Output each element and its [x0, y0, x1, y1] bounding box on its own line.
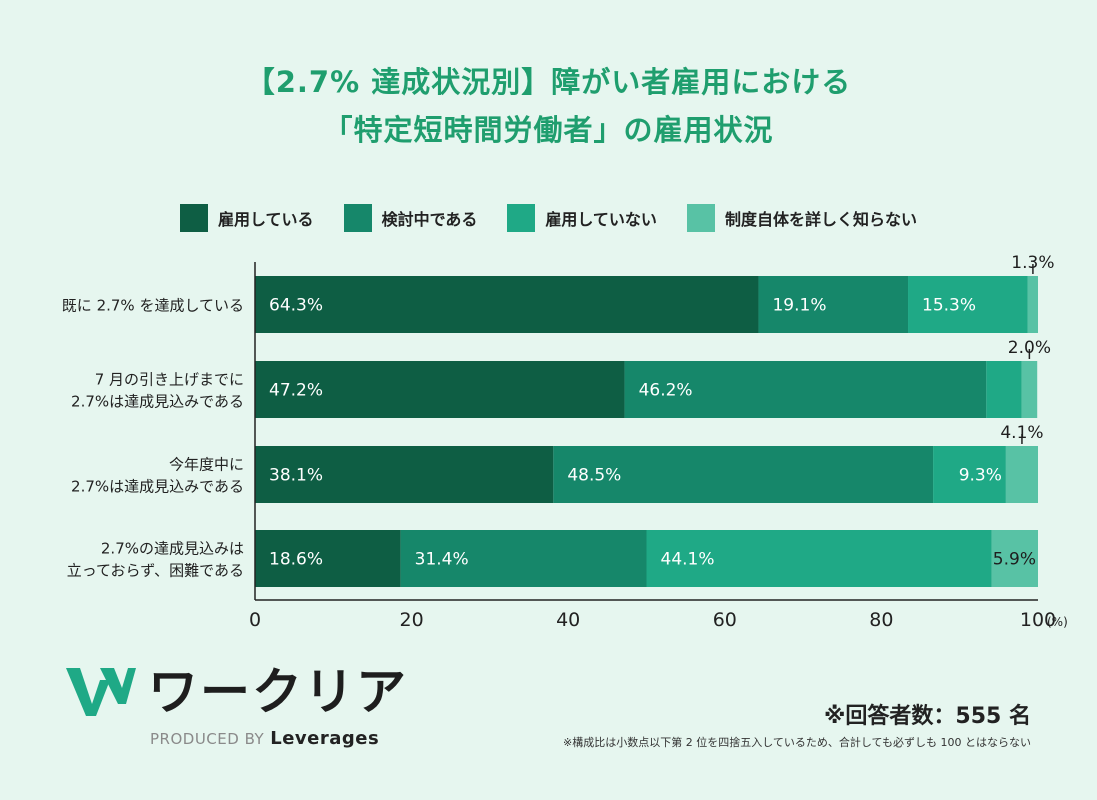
x-tick-label-3: 60	[713, 609, 737, 631]
category-label-1-1: 2.7%は達成見込みである	[71, 393, 244, 411]
category-label-3-0: 2.7%の達成見込みは	[101, 540, 244, 558]
legend-item-considering: 検討中である	[343, 204, 478, 232]
respondent-count: ※回答者数：555 名	[824, 704, 1031, 729]
data-label-not-employed-row-3: 44.1%	[661, 550, 715, 570]
data-label-employed-row-3: 18.6%	[269, 550, 323, 570]
x-tick-label-4: 80	[869, 609, 893, 631]
logo-text: ワークリア	[148, 663, 408, 721]
data-label-unaware-row-2: 4.1%	[1000, 423, 1043, 443]
legend-swatch-unaware	[686, 204, 715, 232]
legend-item-not-employed: 雇用していない	[507, 204, 657, 232]
data-label-considering-row-1: 46.2%	[639, 381, 693, 401]
produced-by: PRODUCED BY Leverages	[150, 728, 379, 749]
data-label-not-employed-row-0: 15.3%	[922, 296, 976, 316]
legend-swatch-considering	[343, 204, 372, 232]
chart-title-line-2: 「特定短時間労働者」の雇用状況	[323, 113, 774, 147]
legend-swatch-employed	[180, 204, 209, 232]
x-tick-label-0: 0	[249, 609, 261, 631]
x-axis-unit: (%)	[1047, 615, 1068, 629]
category-label-3-1: 立っておらず、困難である	[67, 562, 244, 580]
bar-segment-considering-row-2	[553, 446, 934, 503]
bar-segment-employed-row-0	[255, 276, 759, 333]
data-label-considering-row-2: 48.5%	[567, 466, 621, 486]
bar-segment-unaware-row-3	[991, 530, 1038, 587]
legend-swatch-not-employed	[507, 204, 536, 232]
legend-label-considering: 検討中である	[381, 210, 478, 229]
bar-segment-not-employed-row-1	[986, 361, 1022, 418]
x-tick-label-1: 20	[400, 609, 424, 631]
bar-segment-not-employed-row-0	[908, 276, 1028, 333]
data-label-unaware-row-3: 5.9%	[993, 550, 1036, 570]
logo: ワークリア	[66, 664, 408, 720]
legend-item-employed: 雇用している	[180, 204, 314, 232]
legend: 雇用している 検討中である 雇用していない 制度自体を詳しく知らない	[0, 204, 1097, 232]
chart-title-line-1: 【2.7% 達成状況別】障がい者雇用における	[245, 65, 852, 99]
bar-segment-unaware-row-1	[1021, 361, 1038, 418]
legend-item-unaware: 制度自体を詳しく知らない	[686, 204, 917, 232]
category-label-2-1: 2.7%は達成見込みである	[71, 478, 244, 496]
data-label-considering-row-0: 19.1%	[772, 296, 826, 316]
workclear-logo-icon	[66, 668, 136, 716]
x-tick-label-2: 40	[556, 609, 580, 631]
bar-segment-unaware-row-2	[1005, 446, 1038, 503]
legend-label-unaware: 制度自体を詳しく知らない	[724, 210, 917, 229]
bar-segment-unaware-row-0	[1027, 276, 1038, 333]
category-label-1-0: 7 月の引き上げまでに	[95, 371, 244, 389]
bar-segment-employed-row-1	[255, 361, 625, 418]
legend-label-not-employed: 雇用していない	[545, 210, 657, 229]
bar-segment-considering-row-1	[624, 361, 987, 418]
produced-by-label: PRODUCED BY	[150, 730, 265, 748]
bar-segment-considering-row-0	[758, 276, 909, 333]
data-label-employed-row-2: 38.1%	[269, 466, 323, 486]
data-label-employed-row-1: 47.2%	[269, 381, 323, 401]
x-tick-label-5: 100	[1020, 609, 1056, 631]
category-label-2-0: 今年度中に	[169, 456, 244, 474]
legend-label-employed: 雇用している	[218, 210, 314, 229]
data-label-not-employed-row-2: 9.3%	[959, 466, 1002, 486]
bar-segment-employed-row-3	[255, 530, 401, 587]
category-label-0-0: 既に 2.7% を達成している	[62, 297, 244, 315]
bar-segment-considering-row-3	[400, 530, 647, 587]
data-label-unaware-row-0: 1.3%	[1011, 253, 1054, 273]
footnote: ※構成比は小数点以下第 2 位を四捨五入しているため、合計しても必ずしも 100…	[563, 736, 1031, 749]
data-label-employed-row-0: 64.3%	[269, 296, 323, 316]
chart-title: 【2.7% 達成状況別】障がい者雇用における 「特定短時間労働者」の雇用状況	[0, 58, 1097, 154]
brand-name: Leverages	[270, 728, 380, 749]
bar-segment-employed-row-2	[255, 446, 554, 503]
data-label-considering-row-3: 31.4%	[415, 550, 469, 570]
stacked-bar-chart: 既に 2.7% を達成している 64.3% 19.1% 15.3% 1.3% 7 月の引き…	[62, 253, 1068, 631]
bar-segment-not-employed-row-3	[646, 530, 992, 587]
bar-segment-not-employed-row-2	[933, 446, 1006, 503]
data-label-unaware-row-1: 2.0%	[1008, 338, 1051, 358]
